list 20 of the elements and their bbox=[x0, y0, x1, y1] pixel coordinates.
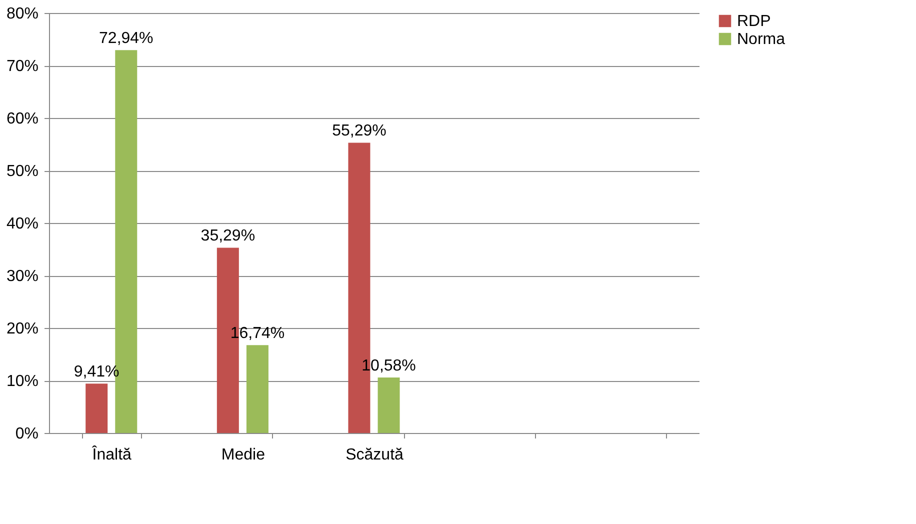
legend-label: Norma bbox=[737, 31, 786, 48]
legend-label: RDP bbox=[737, 13, 771, 30]
x-tick-label: Înaltă bbox=[91, 446, 132, 464]
y-tick-label: 80% bbox=[6, 6, 38, 22]
bar bbox=[378, 377, 400, 433]
bar bbox=[86, 384, 108, 433]
y-tick-label: 20% bbox=[6, 320, 38, 338]
y-tick-label: 60% bbox=[6, 110, 38, 128]
y-tick-label: 40% bbox=[6, 216, 38, 232]
data-label: 72,94% bbox=[99, 30, 154, 48]
x-tick-label: Scăzută bbox=[346, 446, 404, 464]
y-tick-label: 30% bbox=[6, 268, 38, 285]
data-label: 35,29% bbox=[200, 228, 256, 245]
y-tick-label: 50% bbox=[6, 163, 38, 180]
y-tick-label: 70% bbox=[6, 58, 38, 75]
bar bbox=[246, 345, 268, 433]
y-tick-label: 10% bbox=[6, 373, 38, 390]
y-tick-label: 0% bbox=[15, 426, 38, 442]
x-tick-label: Medie bbox=[221, 446, 266, 464]
data-label: 55,29% bbox=[332, 122, 386, 140]
